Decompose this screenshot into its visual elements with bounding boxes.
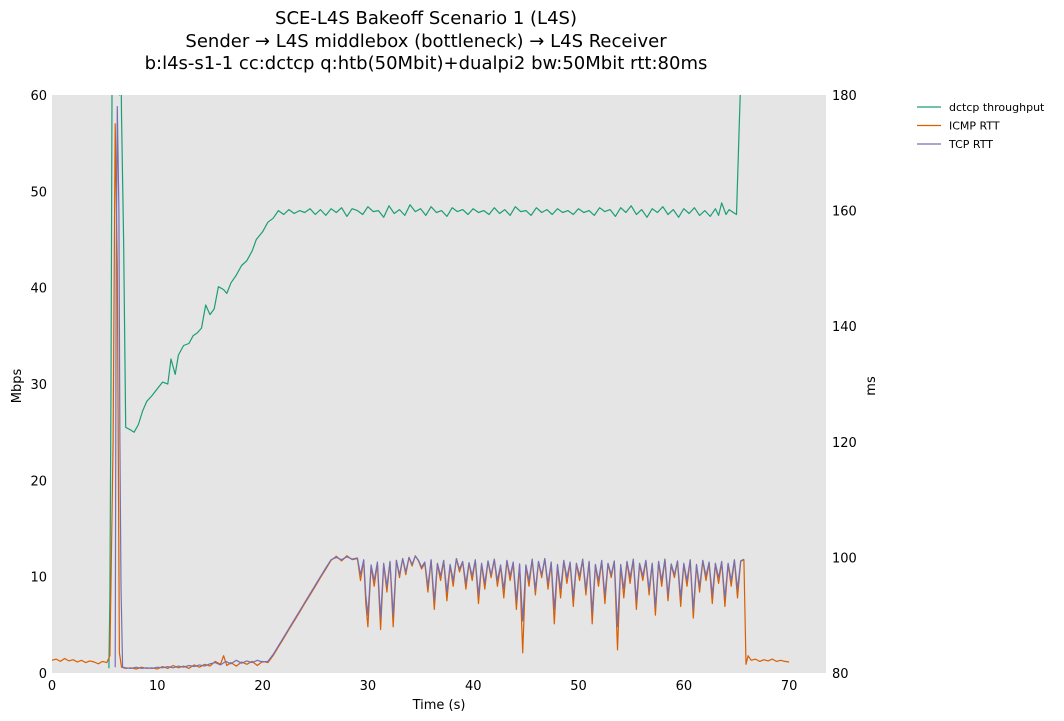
chart-title-line-1: SCE-L4S Bakeoff Scenario 1 (L4S) (275, 8, 577, 29)
x-tick-label: 30 (360, 679, 377, 694)
legend: dctcp throughput ICMP RTT TCP RTT (917, 101, 1045, 151)
chart-title-line-2: Sender → L4S middlebox (bottleneck) → L4… (185, 31, 667, 52)
y-right-tick-label: 120 (832, 436, 857, 451)
chart-title-line-3: b:l4s-s1-1 cc:dctcp q:htb(50Mbit)+dualpi… (145, 53, 708, 74)
y-left-tick-label: 50 (30, 185, 47, 200)
y-left-tick-label: 10 (30, 571, 47, 586)
x-axis-label: Time (s) (412, 698, 466, 713)
y-axis-left-label: Mbps (10, 369, 25, 404)
x-tick-label: 10 (149, 679, 166, 694)
series-line-1 (108, 95, 741, 669)
y-axis-left-ticks: 0 10 20 30 40 50 60 (30, 89, 47, 682)
x-tick-label: 60 (676, 679, 693, 694)
y-axis-right-ticks: 80 100 120 140 160 180 (832, 89, 857, 682)
plot-area (52, 95, 826, 673)
x-tick-label: 40 (465, 679, 482, 694)
y-right-tick-label: 180 (832, 89, 857, 104)
x-tick-label: 0 (48, 679, 56, 694)
legend-label-1: dctcp throughput (949, 101, 1045, 114)
y-right-tick-label: 140 (832, 320, 857, 335)
x-axis-ticks: 0 10 20 30 40 50 60 70 (48, 679, 798, 694)
y-right-tick-label: 100 (832, 551, 857, 566)
series-layer (52, 95, 790, 670)
y-left-tick-label: 0 (39, 667, 47, 682)
y-left-tick-label: 40 (30, 282, 47, 297)
y-right-tick-label: 160 (832, 205, 857, 220)
y-axis-right-label: ms (864, 376, 879, 396)
legend-label-3: TCP RTT (948, 138, 993, 151)
y-right-tick-label: 80 (832, 667, 849, 682)
x-tick-label: 70 (781, 679, 798, 694)
legend-label-2: ICMP RTT (949, 120, 1000, 133)
y-left-tick-label: 60 (30, 89, 47, 104)
y-left-tick-label: 30 (30, 378, 47, 393)
y-left-tick-label: 20 (30, 474, 47, 489)
chart-title: SCE-L4S Bakeoff Scenario 1 (L4S) Sender … (145, 8, 708, 74)
series-line-3 (114, 105, 745, 670)
x-tick-label: 50 (570, 679, 587, 694)
x-tick-label: 20 (254, 679, 271, 694)
